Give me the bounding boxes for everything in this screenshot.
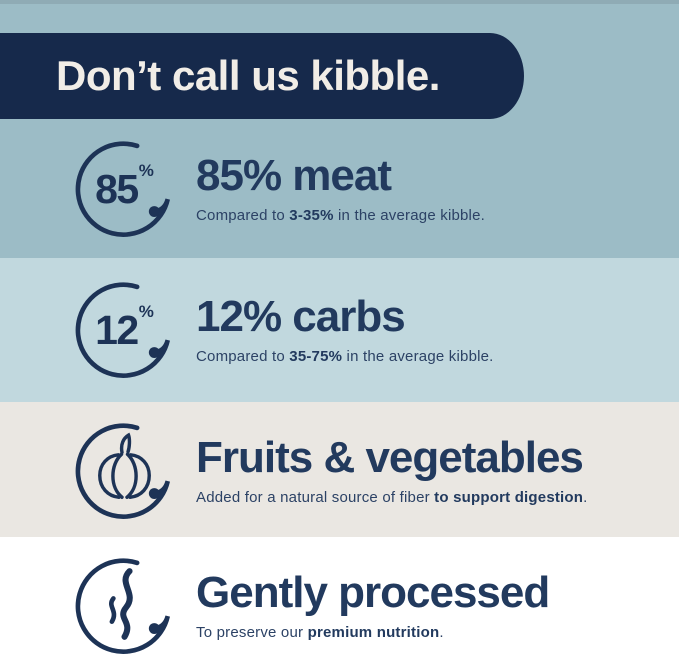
band-light-blue xyxy=(0,258,679,402)
meat-percent-badge: 85 % xyxy=(74,139,175,240)
swirl-circle-icon xyxy=(75,141,170,237)
subtext-prefix: Compared to xyxy=(196,348,290,365)
top-edge-line xyxy=(0,0,679,4)
band-white xyxy=(0,537,679,655)
stat-copy-gently-processed: Gently processed To preserve our premium… xyxy=(196,568,550,642)
stat-row-carbs: 12 % 12% carbs Compared to 35-75% in the… xyxy=(74,280,494,381)
swirl-circle-icon xyxy=(75,558,170,654)
section-heading: Gently processed xyxy=(196,568,550,617)
steam-icon xyxy=(109,568,133,640)
section-subtext: Compared to 35-75% in the average kibble… xyxy=(196,348,494,366)
stat-copy-fruits-vegetables: Fruits & vegetables Added for a natural … xyxy=(196,436,588,507)
badge-number: 85 xyxy=(95,166,139,212)
subtext-suffix: in the average kibble. xyxy=(342,348,494,365)
pumpkin-icon xyxy=(98,432,151,499)
subtext-suffix: . xyxy=(583,489,588,506)
subtext-bold: 3-35% xyxy=(289,207,334,224)
gently-processed-badge xyxy=(74,556,175,655)
swirl-circle-icon xyxy=(75,282,170,378)
stat-row-meat: 85 % 85% meat Compared to 3-35% in the a… xyxy=(74,139,485,240)
subtext-suffix: in the average kibble. xyxy=(333,207,486,224)
banner-title: Don’t call us kibble. xyxy=(56,52,440,99)
section-subtext: To preserve our premium nutrition. xyxy=(196,624,549,642)
badge-number: 12 xyxy=(95,307,139,353)
swirl-circle-icon xyxy=(75,423,170,519)
badge-value: 12 % xyxy=(74,280,175,381)
section-subtext: Added for a natural source of fiber to s… xyxy=(196,489,588,507)
stat-row-fruits-vegetables: Fruits & vegetables Added for a natural … xyxy=(74,421,588,522)
subtext-bold: premium nutrition xyxy=(307,624,440,641)
stat-row-gently-processed: Gently processed To preserve our premium… xyxy=(74,556,550,655)
badge-value: 85 % xyxy=(74,139,175,240)
subtext-bold: 35-75% xyxy=(289,348,343,365)
percent-symbol: % xyxy=(138,160,154,180)
subtext-prefix: To preserve our xyxy=(196,624,308,641)
banner: Don’t call us kibble. xyxy=(0,33,524,119)
subtext-suffix: . xyxy=(439,624,444,641)
stat-copy-carbs: 12% carbs Compared to 35-75% in the aver… xyxy=(196,295,494,366)
carbs-percent-badge: 12 % xyxy=(74,280,175,381)
section-heading: 85% meat xyxy=(196,151,392,200)
section-heading: Fruits & vegetables xyxy=(196,433,584,482)
fruits-vegetables-badge xyxy=(74,421,175,522)
section-subtext: Compared to 3-35% in the average kibble. xyxy=(196,207,485,225)
subtext-bold: to support digestion xyxy=(434,489,584,506)
subtext-prefix: Compared to xyxy=(196,207,290,224)
percent-symbol: % xyxy=(138,301,154,321)
stat-copy-meat: 85% meat Compared to 3-35% in the averag… xyxy=(196,154,485,225)
subtext-prefix: Added for a natural source of fiber xyxy=(196,489,435,506)
section-heading: 12% carbs xyxy=(196,292,406,341)
